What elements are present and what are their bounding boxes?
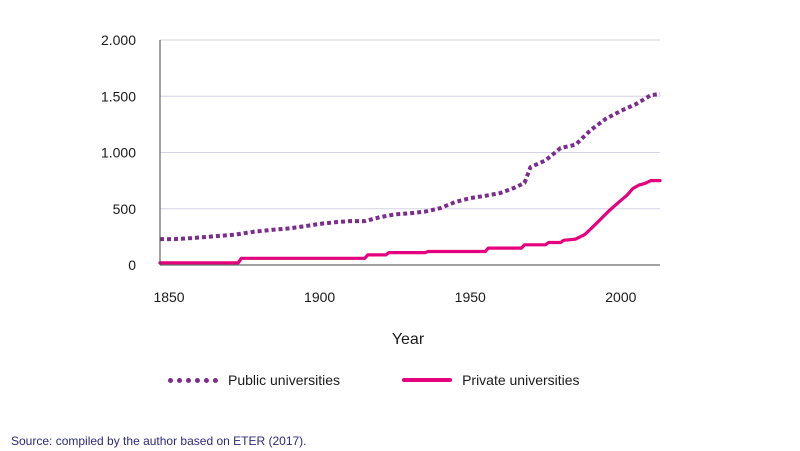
- legend: Public universities Private universities: [168, 372, 580, 388]
- public-universities-line: [160, 92, 661, 242]
- axes: [159, 40, 660, 266]
- private-legend-swatch: [402, 378, 453, 382]
- legend-item-public: Public universities: [168, 372, 340, 388]
- public-legend-swatch: [168, 377, 218, 383]
- x-tick-label-1950: 1950: [455, 289, 486, 305]
- series-lines: [158, 92, 662, 265]
- private-legend-label: Private universities: [462, 372, 580, 388]
- y-tick-label-1000: 1.000: [101, 145, 136, 161]
- y-tick-label-0: 0: [128, 257, 136, 273]
- x-tick-label-2000: 2000: [605, 289, 636, 305]
- x-tick-label-1900: 1900: [304, 289, 335, 305]
- source-note: Source: compiled by the author based on …: [11, 434, 307, 448]
- legend-item-private: Private universities: [402, 372, 580, 388]
- private-universities-line: [158, 179, 662, 265]
- y-tick-label-500: 500: [113, 201, 137, 217]
- public-legend-label: Public universities: [228, 372, 341, 388]
- x-tick-label-1850: 1850: [153, 289, 184, 305]
- y-tick-label-2000: 2.000: [101, 32, 136, 48]
- x-axis-title: Year: [392, 331, 425, 348]
- line-chart: 0 500 1.000 1.500 2.000 1850 1900 1950 2000 Yea…: [101, 32, 662, 348]
- gridlines: [160, 39, 660, 210]
- x-tick-labels: 1850 1900 1950 2000: [153, 289, 636, 305]
- y-tick-label-1500: 1.500: [101, 88, 136, 104]
- y-tick-labels: 0 500 1.000 1.500 2.000: [101, 32, 136, 273]
